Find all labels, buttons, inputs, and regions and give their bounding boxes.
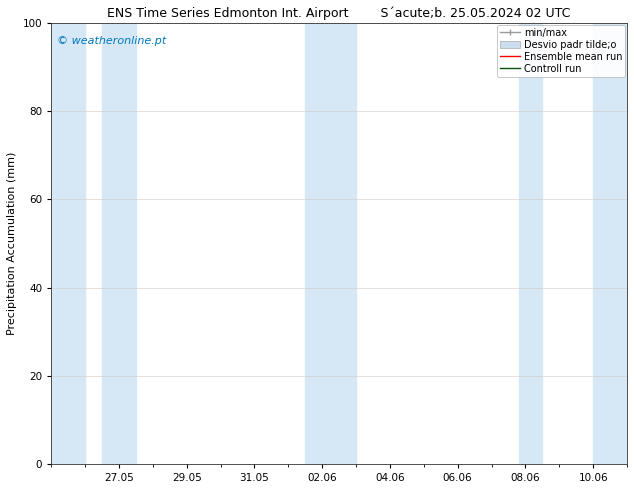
Bar — [51, 23, 85, 464]
Text: © weatheronline.pt: © weatheronline.pt — [57, 36, 166, 46]
Bar — [305, 23, 339, 464]
Y-axis label: Precipitation Accumulation (mm): Precipitation Accumulation (mm) — [7, 152, 17, 335]
Bar — [102, 23, 136, 464]
Bar — [339, 23, 356, 464]
Bar — [593, 23, 627, 464]
Title: ENS Time Series Edmonton Int. Airport        S´acute;b. 25.05.2024 02 UTC: ENS Time Series Edmonton Int. Airport S´… — [107, 7, 571, 21]
Bar — [519, 23, 542, 464]
Legend: min/max, Desvio padr tilde;o, Ensemble mean run, Controll run: min/max, Desvio padr tilde;o, Ensemble m… — [498, 25, 625, 76]
